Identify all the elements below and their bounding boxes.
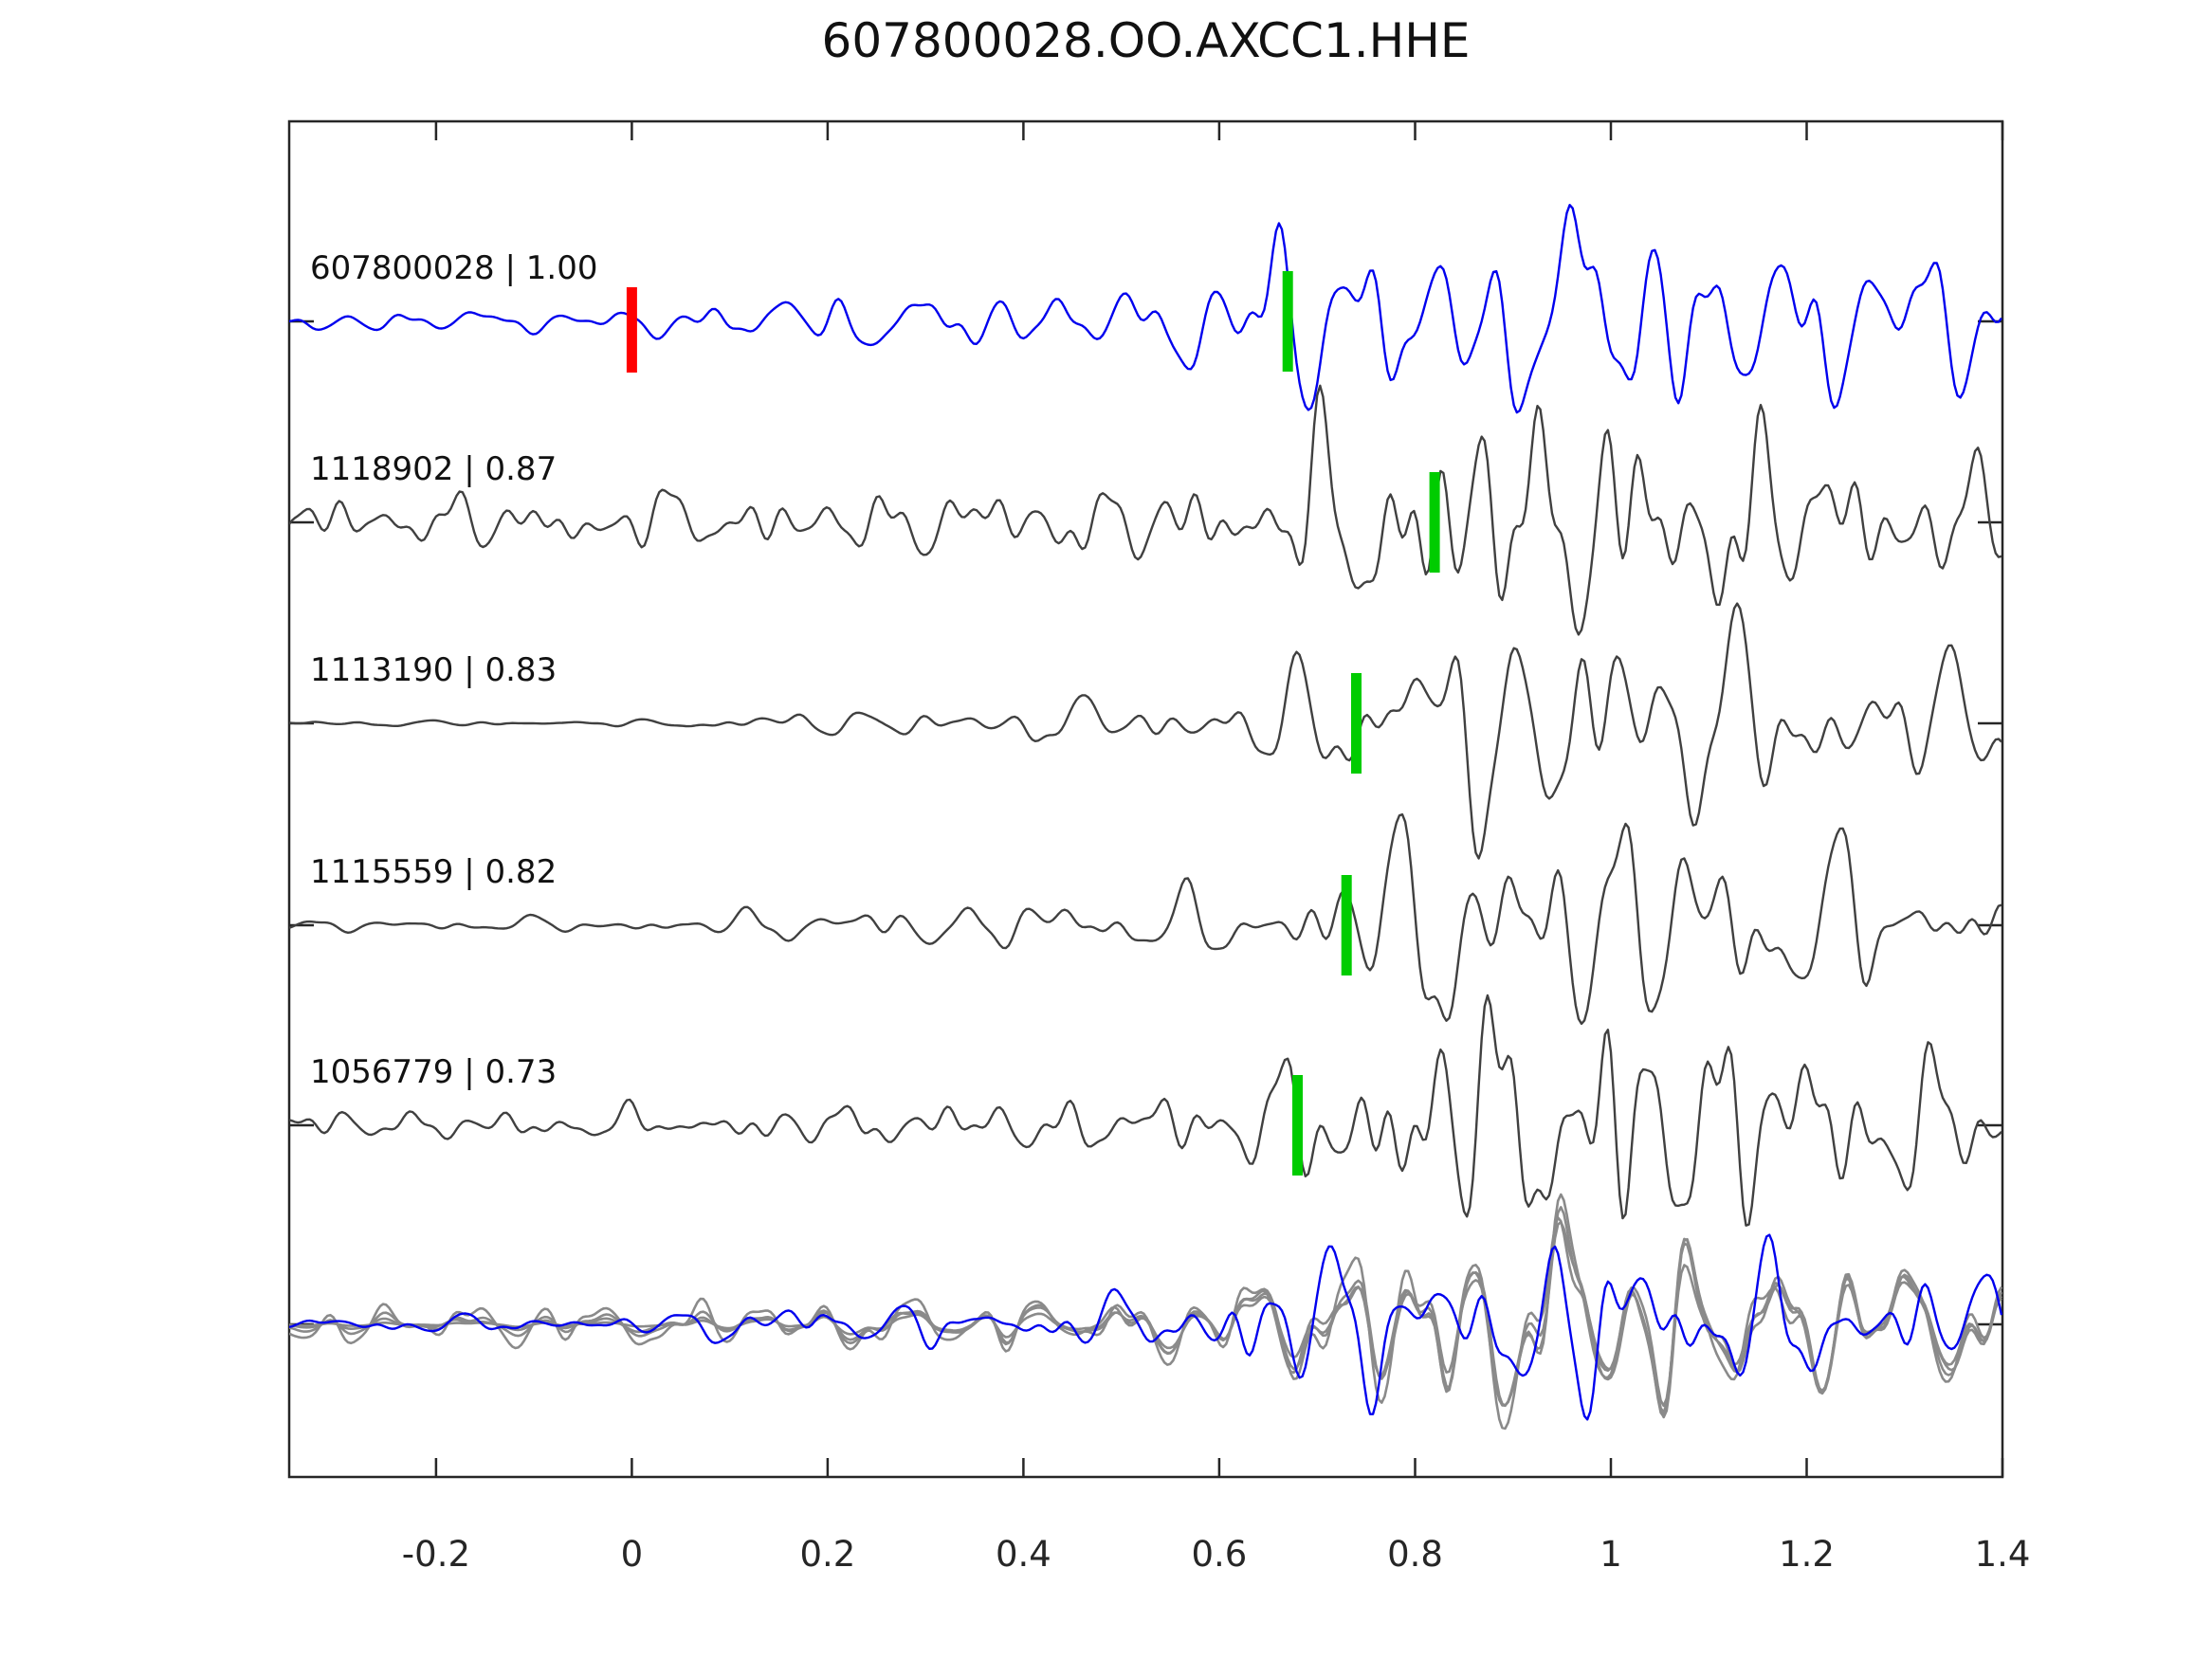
pick-marker-1115559 xyxy=(1341,875,1352,975)
markers xyxy=(626,271,1440,1176)
x-tick-label: -0.2 xyxy=(402,1534,470,1575)
x-tick-label: 0.8 xyxy=(1387,1534,1443,1575)
x-tick-label: 0.6 xyxy=(1191,1534,1247,1575)
trace-waveform-607800028 xyxy=(289,204,2002,414)
waveforms xyxy=(289,204,2002,1431)
pick-marker-1056779 xyxy=(1292,1075,1303,1176)
overlay-waveform-607800028 xyxy=(289,1233,2002,1421)
trace-label-1118902: 1118902 | 0.87 xyxy=(310,450,557,488)
trace-waveform-1118902 xyxy=(289,384,2002,636)
x-tick-label: 0 xyxy=(621,1534,644,1575)
x-tick-label: 1.4 xyxy=(1975,1534,2031,1575)
overlay-waveform-1056779 xyxy=(289,1206,2002,1419)
template-origin-marker-607800028 xyxy=(626,287,637,373)
overlay-waveform-1118902 xyxy=(289,1193,2002,1414)
trace-label-607800028: 607800028 | 1.00 xyxy=(310,249,597,287)
trace-waveform-1056779 xyxy=(289,994,2002,1227)
figure-title: 607800028.OO.AXCC1.HHE xyxy=(821,13,1471,68)
x-tick-label: 0.2 xyxy=(799,1534,855,1575)
overlay-waveform-1115559 xyxy=(289,1216,2002,1431)
x-tick-label: 0.4 xyxy=(996,1534,1051,1575)
trace-label-1056779: 1056779 | 0.73 xyxy=(310,1053,557,1091)
x-tick-label: 1 xyxy=(1600,1534,1622,1575)
trace-waveform-1115559 xyxy=(289,812,2002,1026)
x-tick-label: 1.2 xyxy=(1779,1534,1835,1575)
trace-label-1113190: 1113190 | 0.83 xyxy=(310,651,557,689)
trace-waveform-1113190 xyxy=(289,602,2002,860)
trace-label-1115559: 1115559 | 0.82 xyxy=(310,853,557,891)
pick-marker-1113190 xyxy=(1351,673,1362,774)
pick-marker-607800028 xyxy=(1282,271,1293,372)
pick-marker-1118902 xyxy=(1429,472,1440,573)
axes-box xyxy=(287,119,2004,1479)
